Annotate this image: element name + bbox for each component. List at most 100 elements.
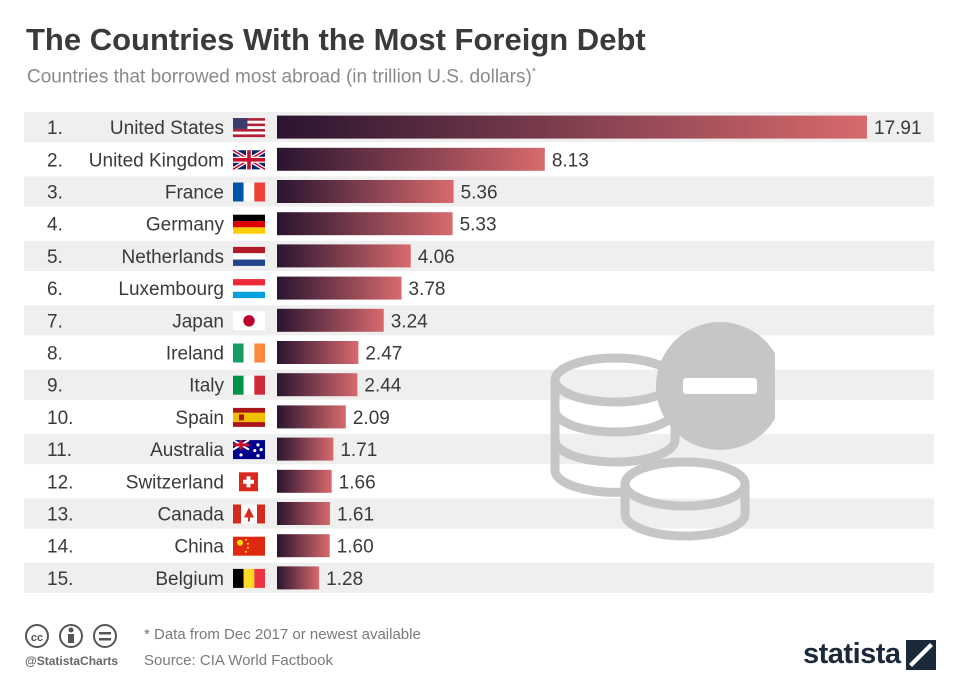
rank-label: 11. <box>47 440 72 461</box>
bar <box>277 437 334 461</box>
uk-flag-icon <box>231 148 267 172</box>
data-label: 1.61 <box>337 505 374 526</box>
data-label: 3.24 <box>391 311 428 332</box>
chart-row: 6. Luxembourg 3.78 <box>47 276 446 300</box>
bar <box>277 180 454 203</box>
bar <box>277 212 453 236</box>
china-flag-icon <box>233 536 265 556</box>
creative-commons-icons: cc <box>25 624 117 648</box>
japan-flag-icon <box>233 311 265 331</box>
chart-row: 1. United States 17.91 <box>47 115 922 139</box>
data-label: 2.09 <box>353 408 390 429</box>
data-label: 2.47 <box>365 344 402 365</box>
bar-chart: 1. United States 17.91 2. United Kingdom 8.13… <box>24 112 934 593</box>
chart-row: 3. France 5.36 <box>47 180 498 204</box>
data-label: 17.91 <box>874 118 922 139</box>
bar <box>277 469 332 493</box>
category-label: China <box>174 537 224 558</box>
subtitle-text: Countries that borrowed most abroad (in … <box>27 66 532 88</box>
no-derivatives-icon <box>93 624 117 648</box>
rank-label: 6. <box>47 279 63 300</box>
chart-row: 15. Belgium 1.28 <box>47 566 363 590</box>
svg-text:cc: cc <box>31 632 43 644</box>
bar <box>277 308 384 332</box>
chart-row: 14. China 1.60 <box>47 534 374 558</box>
germany-flag-icon <box>233 214 265 234</box>
chart-row: 13. Canada 1.61 <box>47 502 374 526</box>
netherlands-flag-icon <box>233 246 265 266</box>
bar <box>277 147 545 171</box>
chart-row: 5. Netherlands 4.06 <box>47 244 455 268</box>
data-label: 3.78 <box>409 279 446 300</box>
rank-label: 3. <box>47 183 63 204</box>
rank-label: 5. <box>47 247 63 268</box>
luxembourg-flag-icon <box>233 279 265 299</box>
spain-flag-icon <box>233 407 265 427</box>
source-note: Source: CIA World Factbook <box>144 652 333 669</box>
chart-row: 2. United Kingdom 8.13 <box>47 147 589 172</box>
category-label: Belgium <box>155 569 224 590</box>
bar <box>277 115 867 139</box>
rank-label: 14. <box>47 537 73 558</box>
category-label: Italy <box>189 376 224 397</box>
rank-label: 7. <box>47 311 63 332</box>
rank-label: 4. <box>47 215 63 236</box>
rank-label: 15. <box>47 569 73 590</box>
row-bands <box>24 112 934 593</box>
subtitle-footnote-marker: * <box>531 66 537 78</box>
italy-flag-icon <box>233 375 265 395</box>
statista-handle: @StatistaCharts <box>25 654 119 668</box>
chart-rows: 1. United States 17.91 2. United Kingdom 8.13… <box>47 115 922 590</box>
category-label: Switzerland <box>126 472 224 493</box>
switzerland-flag-icon <box>239 472 258 492</box>
row-band <box>24 562 934 593</box>
canada-flag-icon <box>233 504 265 524</box>
bar <box>277 534 330 558</box>
france-flag-icon <box>233 182 265 202</box>
rank-label: 9. <box>47 376 63 397</box>
category-label: Ireland <box>166 344 224 365</box>
data-label: 5.33 <box>460 215 497 236</box>
footnote: * Data from Dec 2017 or newest available <box>144 626 421 643</box>
statista-logo[interactable]: statista <box>803 638 901 670</box>
category-label: Netherlands <box>122 247 224 268</box>
category-label: Luxembourg <box>118 279 224 300</box>
rank-label: 8. <box>47 344 63 365</box>
bar <box>277 341 359 364</box>
category-label: United States <box>110 118 224 139</box>
attribution-icon <box>59 624 83 648</box>
category-label: United Kingdom <box>89 150 224 171</box>
category-label: Japan <box>172 311 224 332</box>
data-label: 4.06 <box>418 247 455 268</box>
chart-subtitle: Countries that borrowed most abroad (in … <box>27 66 536 88</box>
data-label: 1.71 <box>340 440 377 461</box>
category-label: Australia <box>150 440 224 461</box>
rank-label: 12. <box>47 472 73 493</box>
australia-flag-icon <box>232 439 265 460</box>
data-label: 1.28 <box>326 569 363 590</box>
chart-row: 8. Ireland 2.47 <box>47 341 402 365</box>
row-band <box>24 498 934 529</box>
bar <box>277 244 411 268</box>
category-label: France <box>165 183 224 204</box>
row-band <box>24 434 934 465</box>
row-band <box>24 305 934 336</box>
rank-label: 1. <box>47 118 63 139</box>
rank-label: 2. <box>47 150 63 171</box>
belgium-flag-icon <box>233 568 265 588</box>
data-label: 1.60 <box>337 537 374 558</box>
cc-icon <box>25 624 49 648</box>
statista-logo-mark-icon <box>906 640 936 670</box>
row-band <box>24 176 934 207</box>
data-label: 5.36 <box>461 183 498 204</box>
us-flag-icon <box>233 118 265 138</box>
rank-label: 10. <box>47 408 73 429</box>
chart-row: 9. Italy 2.44 <box>47 373 402 397</box>
category-label: Canada <box>157 505 224 526</box>
data-label: 8.13 <box>552 150 589 171</box>
data-label: 2.44 <box>364 376 401 397</box>
chart-row: 4. Germany 5.33 <box>47 212 497 236</box>
data-label: 1.66 <box>339 472 376 493</box>
chart-row: 10. Spain 2.09 <box>47 405 390 429</box>
category-label: Germany <box>146 215 225 236</box>
